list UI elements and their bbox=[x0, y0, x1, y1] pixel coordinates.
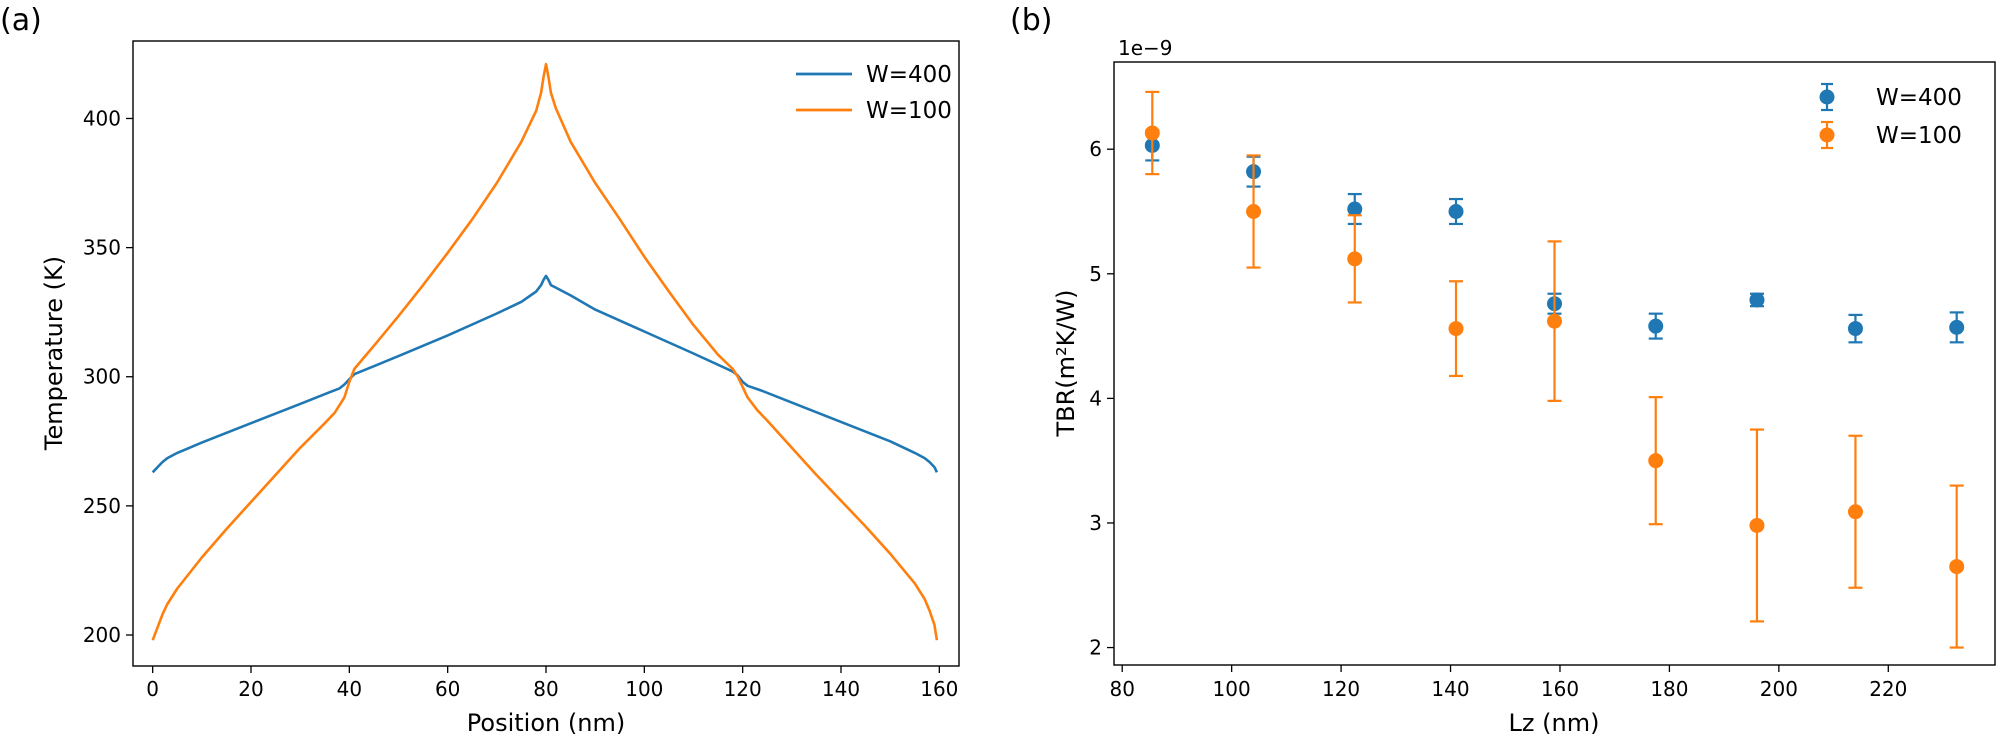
panel-b-point-0 bbox=[1847, 321, 1863, 337]
panel-b-legend-marker-1 bbox=[1819, 127, 1835, 143]
panel-b-y-offset-label: 1e−9 bbox=[1118, 36, 1173, 60]
panel-a-y-ticks: 200 250 300 350 400 bbox=[83, 106, 133, 647]
panel-a-legend: W=400 W=100 bbox=[796, 62, 952, 124]
panel-b-point-0 bbox=[1949, 319, 1965, 335]
panel-b-x-tick-label: 180 bbox=[1650, 677, 1688, 701]
panel-a-x-tick-label: 100 bbox=[625, 677, 663, 701]
panel-a-x-tick-label: 140 bbox=[822, 677, 860, 701]
panel-b-legend: W=400 W=100 bbox=[1819, 82, 1962, 150]
panel-b-x-ticks: 80 100 120 140 160 180 200 220 bbox=[1109, 665, 1907, 701]
panel-b-point-0 bbox=[1448, 204, 1464, 220]
panel-a-x-tick-label: 20 bbox=[238, 677, 263, 701]
panel-b-y-axis-label: TBR(m²K/W) bbox=[1052, 289, 1080, 437]
panel-b-x-tick-label: 80 bbox=[1109, 677, 1134, 701]
panel-b-point-1 bbox=[1648, 453, 1664, 469]
panel-b-point-1 bbox=[1448, 321, 1464, 337]
panel-a: (a) 0 20 40 60 80 100 120 140 160 200 250 300 350 40… bbox=[0, 3, 960, 737]
panel-b-legend-marker-0 bbox=[1819, 89, 1835, 105]
panel-a-x-ticks: 0 20 40 60 80 100 120 140 160 bbox=[146, 666, 958, 701]
panel-b-y-tick-label: 4 bbox=[1089, 386, 1102, 410]
panel-b-point-1 bbox=[1547, 313, 1562, 329]
panel-a-x-tick-label: 80 bbox=[533, 677, 558, 701]
panel-a-y-tick-label: 400 bbox=[83, 106, 121, 130]
panel-a-x-tick-label: 60 bbox=[435, 677, 460, 701]
panel-b-legend-label-0: W=400 bbox=[1876, 85, 1962, 111]
panel-b-point-0 bbox=[1347, 201, 1363, 217]
panel-b-legend-label-1: W=100 bbox=[1876, 123, 1962, 149]
panel-b: (b) 80 100 120 140 160 180 200 220 2 3 4 5 6 1e−9 L… bbox=[1010, 3, 1996, 737]
panel-b-point-1 bbox=[1347, 251, 1363, 267]
panel-a-series-group bbox=[151, 62, 939, 641]
panel-label-b: (b) bbox=[1010, 3, 1052, 38]
panel-a-x-tick-label: 160 bbox=[920, 677, 958, 701]
panel-b-y-tick-label: 5 bbox=[1089, 262, 1102, 286]
panel-a-y-tick-label: 250 bbox=[83, 494, 121, 518]
panel-b-point-1 bbox=[1246, 204, 1262, 220]
panel-b-point-1 bbox=[1949, 559, 1965, 575]
panel-a-legend-label-1: W=100 bbox=[866, 98, 952, 124]
panel-b-point-0 bbox=[1749, 292, 1765, 308]
panel-a-x-tick-label: 0 bbox=[146, 677, 159, 701]
panel-b-point-1 bbox=[1749, 517, 1765, 533]
panel-a-y-tick-label: 350 bbox=[83, 236, 121, 260]
panel-a-y-tick-label: 300 bbox=[83, 365, 121, 389]
panel-a-series-line-0 bbox=[151, 274, 939, 474]
panel-b-point-1 bbox=[1144, 125, 1160, 141]
panel-b-x-tick-label: 160 bbox=[1541, 677, 1579, 701]
panel-b-x-tick-label: 220 bbox=[1869, 677, 1907, 701]
panel-b-x-tick-label: 100 bbox=[1213, 677, 1251, 701]
panel-a-x-tick-label: 40 bbox=[337, 677, 362, 701]
panel-a-x-axis-label: Position (nm) bbox=[467, 709, 625, 737]
panel-b-point-1 bbox=[1847, 504, 1863, 520]
panel-b-x-tick-label: 120 bbox=[1322, 677, 1360, 701]
panel-a-plot-frame bbox=[132, 40, 960, 667]
panel-b-y-ticks: 2 3 4 5 6 bbox=[1089, 137, 1114, 660]
panel-b-y-tick-label: 2 bbox=[1089, 636, 1102, 660]
panel-a-y-axis-label: Temperature (K) bbox=[40, 256, 68, 451]
panel-label-a: (a) bbox=[0, 3, 42, 38]
panel-a-legend-label-0: W=400 bbox=[866, 62, 952, 88]
panel-b-y-tick-label: 6 bbox=[1089, 137, 1102, 161]
panel-a-series-line-1 bbox=[151, 62, 939, 641]
panel-b-plot-frame bbox=[1113, 61, 1996, 666]
panel-b-x-tick-label: 140 bbox=[1431, 677, 1469, 701]
panel-a-y-tick-label: 200 bbox=[83, 623, 121, 647]
panel-b-series-group bbox=[1144, 90, 1965, 649]
panel-b-point-0 bbox=[1648, 318, 1664, 334]
panel-b-x-tick-label: 200 bbox=[1760, 677, 1798, 701]
panel-b-x-axis-label: Lz (nm) bbox=[1509, 709, 1600, 737]
panel-a-x-tick-label: 120 bbox=[724, 677, 762, 701]
panel-b-y-tick-label: 3 bbox=[1089, 511, 1102, 535]
